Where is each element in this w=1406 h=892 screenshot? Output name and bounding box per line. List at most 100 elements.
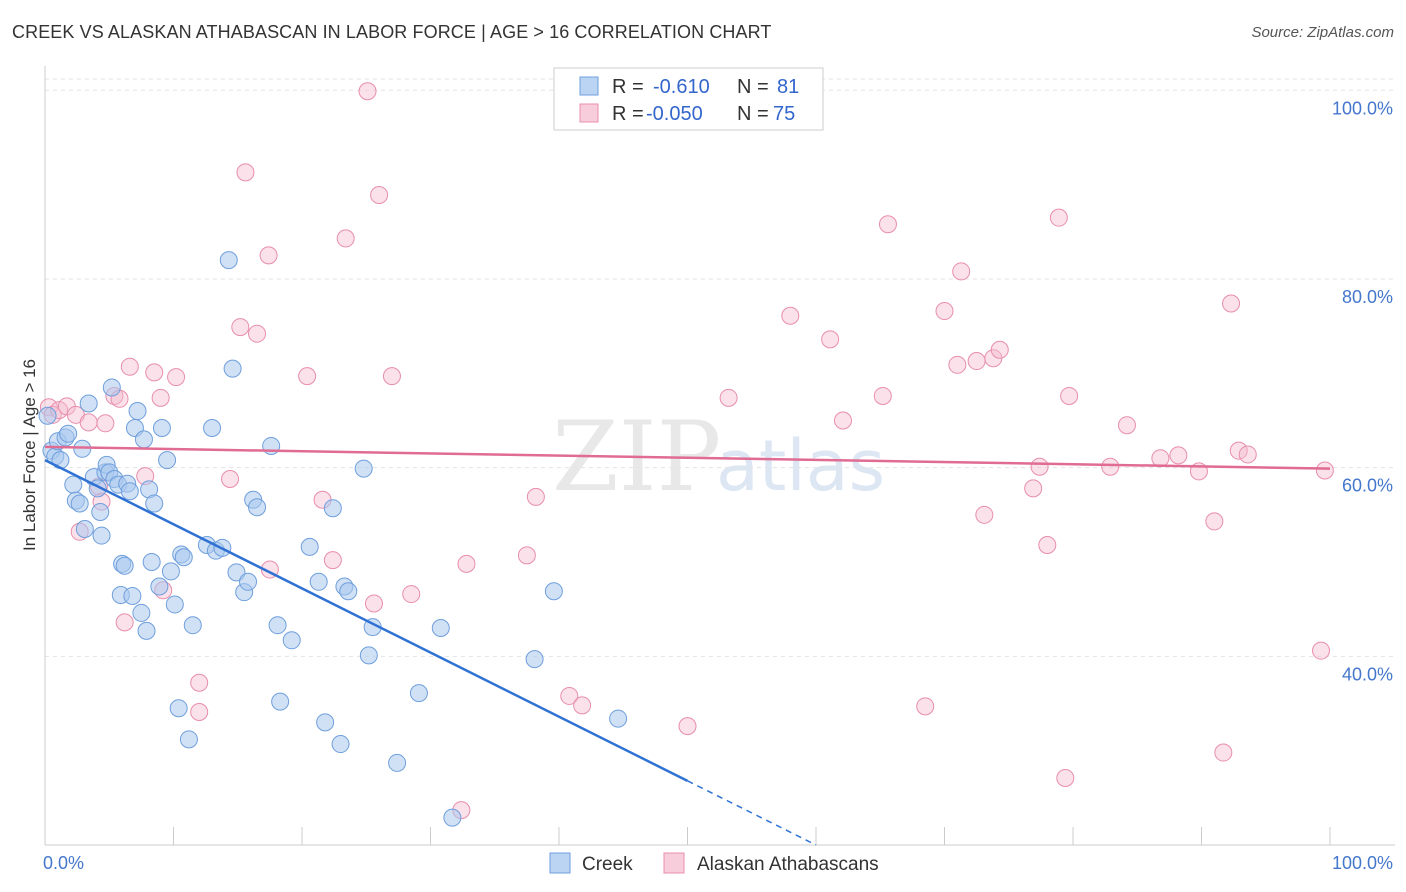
- creek-point: [132, 603, 151, 622]
- athabascan-point: [560, 686, 579, 705]
- creek-trend-extension: [687, 780, 817, 846]
- athabascan-point: [236, 163, 255, 182]
- creek-point: [544, 582, 563, 601]
- creek-point: [79, 394, 98, 413]
- athabascan-point: [151, 388, 170, 407]
- creek-point: [70, 494, 89, 513]
- athabascan-point: [259, 246, 278, 265]
- athabascan-point: [967, 352, 986, 371]
- y-tick-label: 100.0%: [1332, 98, 1393, 118]
- athabascan-point: [358, 82, 377, 101]
- athabascan-point: [1205, 512, 1224, 531]
- athabascan-point: [1101, 457, 1120, 476]
- creek-point: [123, 586, 142, 605]
- athabascan-point: [96, 414, 115, 433]
- watermark-atlas: atlas: [716, 425, 885, 507]
- creek-point: [203, 419, 222, 438]
- athabascan-point: [190, 673, 209, 692]
- athabascan-point: [1056, 769, 1075, 788]
- athabascan-trend-line: [44, 445, 1331, 470]
- athabascan-point: [145, 363, 164, 382]
- creek-point: [152, 419, 171, 438]
- creek-point: [271, 692, 290, 711]
- creek-legend-swatch: [579, 76, 599, 96]
- creek-series-swatch: [549, 852, 571, 874]
- athabascan-point: [517, 546, 536, 565]
- creek-series-label: Creek: [582, 854, 633, 875]
- creek-point: [158, 451, 177, 470]
- creek-point: [150, 577, 169, 596]
- creek-point: [300, 537, 319, 556]
- creek-point: [161, 562, 180, 581]
- creek-point: [525, 650, 544, 669]
- stats-legend: R = -0.610 N = 81 R = -0.050 N = 75: [553, 67, 824, 131]
- creek-point: [115, 556, 134, 575]
- creek-point: [309, 572, 328, 591]
- athabascan-point: [678, 717, 697, 736]
- athabascan-legend-swatch: [579, 103, 599, 123]
- athabascan-point: [975, 505, 994, 524]
- trend-lines: [44, 445, 1331, 846]
- athabascan-point: [248, 324, 267, 343]
- creek-point: [142, 552, 161, 571]
- y-tick-label: 80.0%: [1342, 287, 1393, 307]
- creek-point: [248, 498, 267, 517]
- creek-point: [169, 699, 188, 718]
- creek-point: [145, 494, 164, 513]
- athabascan-point: [526, 487, 545, 506]
- creek-point: [134, 430, 153, 449]
- athabascan-point: [1315, 461, 1334, 480]
- creek-point: [316, 713, 335, 732]
- athabascan-point: [948, 355, 967, 374]
- athabascan-r-value: -0.050: [646, 103, 703, 125]
- athabascan-point: [457, 554, 476, 573]
- athabascan-point: [323, 551, 342, 570]
- athabascan-point: [1214, 743, 1233, 762]
- athabascan-point: [1049, 208, 1068, 227]
- creek-point: [102, 378, 121, 397]
- athabascan-point: [821, 330, 840, 349]
- athabascan-point: [370, 186, 389, 205]
- athabascan-point: [167, 368, 186, 387]
- creek-point: [38, 406, 57, 425]
- creek-point: [174, 548, 193, 567]
- athabascan-point: [990, 340, 1009, 359]
- y-tick-label: 40.0%: [1342, 664, 1393, 684]
- athabascan-point: [190, 702, 209, 721]
- athabascan-points: [39, 82, 1334, 820]
- creek-point: [409, 684, 428, 703]
- creek-r-value: -0.610: [653, 76, 710, 98]
- creek-point: [609, 709, 628, 728]
- y-tick-labels: 40.0% 60.0% 80.0% 100.0%: [1332, 98, 1393, 684]
- creek-point: [443, 808, 462, 827]
- creek-point: [183, 616, 202, 635]
- creek-point: [331, 735, 350, 754]
- creek-point: [223, 359, 242, 378]
- athabascan-point: [336, 229, 355, 248]
- athabascan-point: [1151, 449, 1170, 468]
- creek-point: [323, 499, 342, 518]
- athabascan-point: [1169, 446, 1188, 465]
- creek-point: [120, 482, 139, 501]
- athabascan-point: [1312, 641, 1331, 660]
- athabascan-point: [952, 262, 971, 281]
- athabascan-point: [1024, 479, 1043, 498]
- athabascan-point: [1060, 386, 1079, 405]
- athabascan-point: [1222, 294, 1241, 313]
- creek-point: [179, 730, 198, 749]
- athabascan-point: [298, 367, 317, 386]
- athabascan-point: [873, 386, 892, 405]
- athabascan-point: [382, 367, 401, 386]
- athabascan-point: [916, 697, 935, 716]
- athabascan-point: [573, 696, 592, 715]
- creek-n-value: 81: [777, 76, 799, 98]
- creek-trend-line: [44, 458, 689, 782]
- creek-points: [38, 251, 628, 827]
- creek-point: [354, 459, 373, 478]
- creek-point: [137, 621, 156, 640]
- athabascan-point: [1038, 536, 1057, 555]
- athabascan-point: [1229, 441, 1248, 460]
- creek-point: [128, 402, 147, 421]
- x-tick-label-min: 0.0%: [43, 853, 84, 873]
